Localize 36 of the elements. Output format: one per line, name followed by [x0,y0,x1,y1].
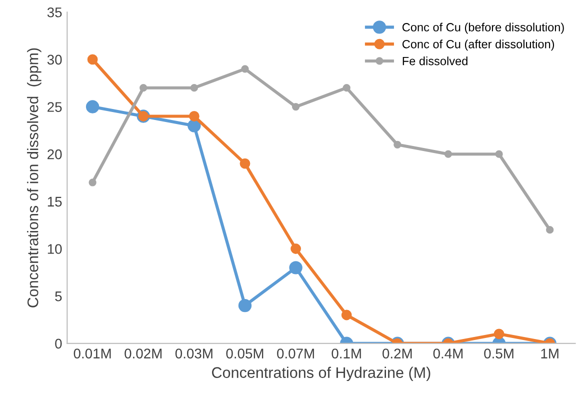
y-tick-label: 5 [55,292,62,302]
y-tick-label: 15 [48,196,62,207]
x-tick-label: 0.03M [175,348,212,358]
x-tick-label: 0.2M [382,348,412,358]
x-tick-label: 0.01M [74,348,111,358]
y-tick-label: 35 [47,7,62,18]
point [88,178,96,186]
x-tick-label: 0.05M [226,348,264,358]
point [87,54,98,65]
point [86,100,100,114]
y-axis-title: Concentrations of ion dissolved (ppm) [27,48,42,308]
point [342,84,350,92]
x-tick-label: 1M [541,348,558,358]
y-tick-label: 0 [55,338,62,349]
point [292,102,300,111]
y-tick-label: 30 [47,54,62,65]
point [240,158,250,169]
x-tick-label: 0.4M [433,348,463,358]
point [190,84,198,92]
legend-label: Conc of Cu (before dissolution) [402,22,564,34]
point [140,84,148,92]
x-tick-label: 0.02M [124,348,162,358]
point [241,65,249,73]
point [495,150,503,158]
x-tick-label: 0.1M [332,348,361,358]
x-tick-label: 0.07M [277,348,314,358]
legend-label: Conc of Cu (after dissolution) [402,40,554,51]
y-tick-label: 10 [48,244,62,254]
point [188,111,200,122]
y-tick-label: 25 [48,102,62,112]
y-tick-label: 20 [48,149,62,160]
x-axis-title: Concentrations of Hydrazine (M) [212,366,430,382]
legend-label: Fe dissolved [402,56,468,66]
point [444,150,452,158]
x-tick-label: 0.5M [484,348,514,358]
point [394,140,402,148]
